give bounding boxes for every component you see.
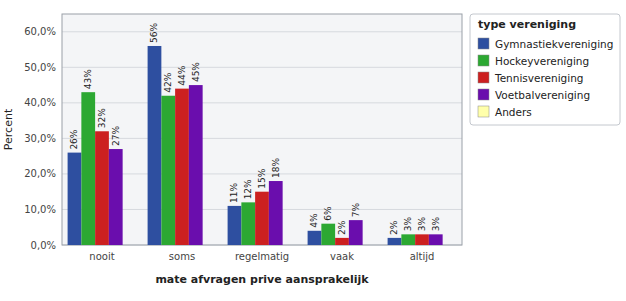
bar <box>189 85 203 245</box>
legend-label: Tennisvereniging <box>494 72 583 84</box>
x-tick-label: soms <box>169 251 195 262</box>
legend-swatch <box>478 38 489 49</box>
bar <box>283 245 297 246</box>
data-label: 12% <box>243 179 253 199</box>
data-label: 2% <box>337 220 347 235</box>
bar <box>81 92 95 245</box>
legend-label: Anders <box>495 106 532 118</box>
y-tick-label: 50,0% <box>24 62 56 73</box>
y-tick-label: 20,0% <box>24 168 56 179</box>
bar <box>161 96 175 245</box>
x-tick-label: altijd <box>410 251 435 262</box>
chart-container: 0,0% 10,0% 20,0% 30,0% 40,0% 50,0% 60,0% 26% 56%… <box>0 0 626 301</box>
data-label: 11% <box>229 182 239 202</box>
y-axis-title: Percent <box>2 108 15 150</box>
x-tick-label: nooit <box>89 251 114 262</box>
y-tick-label: 60,0% <box>24 26 56 37</box>
bar <box>109 149 123 245</box>
bar <box>175 89 189 245</box>
legend-box <box>470 14 620 125</box>
data-label: 3% <box>431 217 441 232</box>
bar <box>269 181 283 245</box>
bar <box>363 245 377 246</box>
grid-line <box>62 138 462 139</box>
data-label: 43% <box>83 69 93 89</box>
data-label: 3% <box>403 217 413 232</box>
data-label: 26% <box>69 129 79 149</box>
bar <box>308 231 322 245</box>
legend-swatch <box>478 72 489 83</box>
bar <box>123 245 137 246</box>
y-tick-label: 30,0% <box>24 133 56 144</box>
bar <box>148 46 162 245</box>
bar <box>203 245 217 246</box>
x-tick-label: vaak <box>330 251 354 262</box>
bar <box>429 234 443 245</box>
x-axis: nooit soms regelmatig vaak altijd <box>89 251 434 262</box>
y-tick-label: 10,0% <box>24 204 56 215</box>
legend-label: Gymnastiekvereniging <box>495 38 613 50</box>
bar <box>321 224 335 245</box>
plot-frame <box>62 14 462 245</box>
x-tick-label: regelmatig <box>235 251 289 262</box>
grid-line <box>62 102 462 103</box>
data-labels: 26% 56% 11% 4% 2% 43% 42% 12% 6% 3% 32% 44% 15% 2% 3% 2… <box>69 23 440 235</box>
legend-title: type vereniging <box>478 18 576 31</box>
bar <box>95 131 109 245</box>
data-label: 56% <box>149 23 159 43</box>
data-label: 45% <box>191 62 201 82</box>
legend: type vereniging Gymnastiekvereniging Hocke… <box>470 14 620 125</box>
bar <box>241 202 255 245</box>
data-label: 42% <box>163 72 173 92</box>
y-axis: 0,0% 10,0% 20,0% 30,0% 40,0% 50,0% 60,0% <box>24 26 462 250</box>
bar <box>255 192 269 245</box>
data-label: 44% <box>177 65 187 85</box>
bars <box>68 46 443 245</box>
x-axis-title: mate afvragen prive aansprakelijk <box>155 273 369 286</box>
bar <box>443 245 457 246</box>
data-label: 2% <box>389 220 399 235</box>
bar <box>388 238 402 245</box>
y-tick-label: 0,0% <box>31 240 56 251</box>
bar <box>335 238 349 245</box>
plot-background <box>62 14 462 245</box>
bar <box>68 153 82 245</box>
legend-label: Voetbalvereniging <box>495 89 590 101</box>
data-label: 4% <box>309 213 319 228</box>
data-label: 3% <box>417 217 427 232</box>
data-label: 32% <box>97 108 107 128</box>
grid-line <box>62 67 462 68</box>
data-label: 6% <box>323 206 333 221</box>
bar <box>401 234 415 245</box>
chart-svg: 0,0% 10,0% 20,0% 30,0% 40,0% 50,0% 60,0% 26% 56%… <box>0 0 626 301</box>
bar <box>415 234 429 245</box>
bar <box>228 206 242 245</box>
data-label: 18% <box>271 158 281 178</box>
legend-label: Hockeyvereniging <box>495 55 589 67</box>
legend-swatch <box>478 106 489 117</box>
data-label: 7% <box>351 202 361 217</box>
data-label: 15% <box>257 168 267 188</box>
y-tick-label: 40,0% <box>24 97 56 108</box>
data-label: 27% <box>111 126 121 146</box>
legend-swatch <box>478 89 489 100</box>
bar <box>349 220 363 245</box>
legend-swatch <box>478 55 489 66</box>
grid-line <box>62 31 462 32</box>
